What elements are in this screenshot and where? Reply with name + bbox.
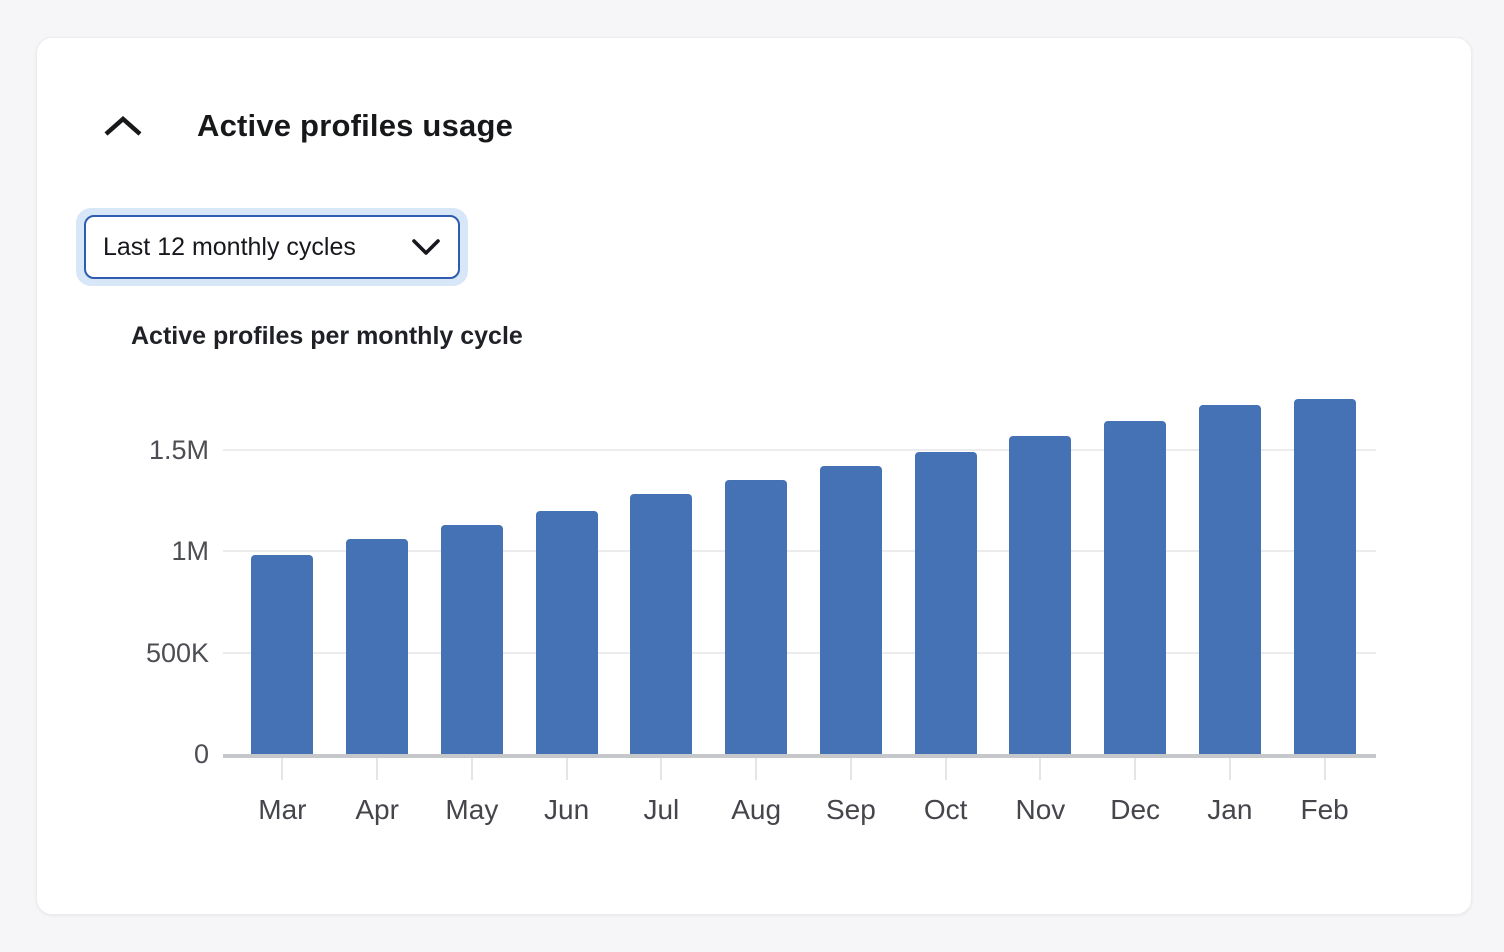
- x-label-Mar: Mar: [258, 794, 307, 825]
- x-tick-Oct: [944, 758, 947, 780]
- x-tick-Jan: [1228, 758, 1231, 780]
- y-tick-label-1M: 1M: [171, 536, 209, 567]
- gridline-1.5M: [223, 448, 1376, 451]
- bar-Apr[interactable]: [346, 539, 409, 754]
- x-label-May: May: [445, 794, 499, 825]
- x-tick-Mar: [281, 758, 284, 780]
- bar-Dec[interactable]: [1104, 421, 1167, 754]
- x-tick-slot-Oct: [898, 758, 993, 780]
- x-tick-Apr: [376, 758, 379, 780]
- bar-slot-May: [425, 391, 520, 754]
- bar-slot-Jan: [1183, 391, 1278, 754]
- bar-Aug[interactable]: [725, 480, 788, 754]
- bar-slot-Feb: [1277, 391, 1372, 754]
- bar-Feb[interactable]: [1293, 399, 1356, 754]
- x-label-Jul: Jul: [643, 794, 680, 825]
- y-tick-label-0: 0: [193, 739, 209, 769]
- x-label-Jun: Jun: [544, 794, 590, 825]
- bar-slot-Jun: [519, 391, 614, 754]
- chart-plot-area: 0 500K 1M 1.5M: [146, 391, 1376, 769]
- x-tick-slot-May: [425, 758, 520, 780]
- bar-Mar[interactable]: [251, 555, 314, 754]
- bar-Jul[interactable]: [630, 494, 693, 754]
- bar-Oct[interactable]: [914, 451, 977, 754]
- x-tick-slot-Aug: [709, 758, 804, 780]
- x-tick-Jun: [565, 758, 568, 780]
- x-tick-Aug: [755, 758, 758, 780]
- x-label-Nov: Nov: [1015, 794, 1066, 825]
- x-label-Dec: Dec: [1110, 794, 1161, 825]
- gridline-1M: [223, 550, 1376, 553]
- cycle-filter-value: Last 12 monthly cycles: [103, 232, 356, 261]
- x-label-Aug: Aug: [731, 794, 782, 825]
- bar-slot-Aug: [709, 391, 804, 754]
- x-tick-slot-Apr: [330, 758, 425, 780]
- active-profiles-card: Active profiles usage Last 12 monthly cy…: [36, 37, 1472, 915]
- gridline-500K: [223, 651, 1376, 654]
- x-label-Apr: Apr: [355, 794, 399, 825]
- bars-container: [223, 391, 1376, 754]
- x-axis-ticks: [223, 758, 1376, 780]
- x-label-Feb: Feb: [1300, 794, 1349, 825]
- x-tick-Sep: [849, 758, 852, 780]
- bar-slot-Sep: [804, 391, 899, 754]
- bar-Nov[interactable]: [1009, 435, 1072, 754]
- bar-slot-Dec: [1088, 391, 1183, 754]
- bar-slot-Mar: [235, 391, 330, 754]
- bar-Sep[interactable]: [819, 466, 882, 754]
- bar-slot-Oct: [898, 391, 993, 754]
- collapse-section-button[interactable]: [95, 104, 151, 150]
- x-tick-Nov: [1039, 758, 1042, 780]
- x-tick-slot-Nov: [993, 758, 1088, 780]
- x-label-Oct: Oct: [923, 794, 968, 825]
- x-tick-Jul: [660, 758, 663, 780]
- cycle-filter-focus-ring: Last 12 monthly cycles: [76, 208, 468, 286]
- x-tick-slot-Feb: [1277, 758, 1372, 780]
- x-tick-May: [470, 758, 473, 780]
- bar-slot-Jul: [614, 391, 709, 754]
- chevron-up-icon: [104, 115, 142, 136]
- x-tick-slot-Jun: [519, 758, 614, 780]
- bar-slot-Apr: [330, 391, 425, 754]
- card-title: Active profiles usage: [197, 108, 514, 143]
- y-tick-label-1.5M: 1.5M: [148, 434, 209, 465]
- bar-slot-Nov: [993, 391, 1088, 754]
- x-tick-slot-Dec: [1088, 758, 1183, 780]
- x-tick-slot-Mar: [235, 758, 330, 780]
- bar-Jun[interactable]: [535, 510, 598, 754]
- y-tick-label-500K: 500K: [145, 637, 209, 668]
- cycle-filter-dropdown[interactable]: Last 12 monthly cycles: [84, 215, 460, 279]
- x-tick-slot-Jul: [614, 758, 709, 780]
- x-axis-labels: Mar Apr May Jun Jul Aug Sep Oct Nov Dec Jan Feb: [223, 794, 1376, 826]
- bar-May[interactable]: [440, 524, 503, 754]
- x-label-Sep: Sep: [825, 794, 876, 825]
- x-tick-Feb: [1323, 758, 1326, 780]
- chart-title: Active profiles per monthly cycle: [131, 322, 523, 350]
- chevron-down-icon: [412, 239, 440, 255]
- x-tick-Dec: [1134, 758, 1137, 780]
- x-label-Jan: Jan: [1207, 794, 1253, 825]
- bar-Jan[interactable]: [1198, 405, 1261, 754]
- x-tick-slot-Jan: [1183, 758, 1278, 780]
- x-tick-slot-Sep: [804, 758, 899, 780]
- bar-chart: 0 500K 1M 1.5M Mar Apr May Jun Jul Aug Sep Oct Nov D…: [146, 391, 1376, 826]
